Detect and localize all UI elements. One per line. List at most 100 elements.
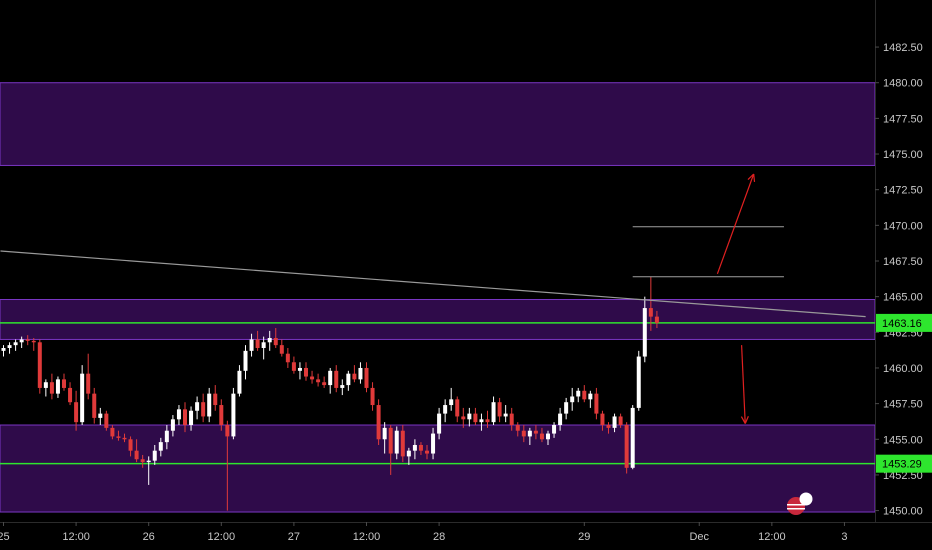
candle-body bbox=[31, 340, 36, 343]
candle-body bbox=[152, 450, 157, 461]
price-label: 1463.16 bbox=[882, 318, 922, 330]
candle bbox=[648, 276, 653, 331]
candle-body bbox=[92, 393, 97, 418]
candle-body bbox=[600, 413, 605, 426]
candle-body bbox=[74, 402, 79, 423]
candle-body bbox=[503, 413, 508, 417]
candle bbox=[364, 362, 369, 393]
candle-body bbox=[189, 410, 194, 426]
candle bbox=[316, 373, 321, 387]
x-axis[interactable]: 25 12:00 26 12:00 27 12:00 28 29 Dec 12:00 3 bbox=[0, 522, 932, 543]
candle-body bbox=[582, 390, 587, 400]
candle-body bbox=[546, 433, 550, 440]
candle-body bbox=[249, 339, 254, 351]
candle bbox=[443, 399, 448, 423]
candle bbox=[237, 365, 242, 397]
candle bbox=[503, 405, 508, 423]
candle-body bbox=[183, 409, 187, 426]
candle bbox=[291, 356, 296, 374]
idea-badge[interactable]: 53 bbox=[787, 492, 813, 516]
candle-body bbox=[334, 370, 339, 388]
candle bbox=[425, 444, 429, 460]
candle-body bbox=[443, 405, 448, 414]
candle-body bbox=[509, 413, 514, 426]
candle-body bbox=[539, 433, 544, 440]
candle-body bbox=[49, 382, 54, 394]
candle bbox=[267, 330, 272, 351]
candle-body bbox=[648, 308, 653, 317]
candle-body bbox=[213, 393, 218, 406]
candle bbox=[86, 353, 91, 400]
candle-body bbox=[370, 387, 375, 406]
candle bbox=[225, 420, 230, 511]
candle bbox=[400, 425, 405, 463]
candle-body bbox=[195, 402, 200, 411]
candle-body bbox=[304, 367, 308, 377]
candle-body bbox=[316, 379, 321, 383]
candle-body bbox=[576, 390, 581, 397]
zone-1 bbox=[0, 299, 876, 340]
candle bbox=[195, 396, 200, 420]
arrow-shaft bbox=[741, 345, 746, 424]
candle bbox=[642, 296, 647, 363]
candle-body bbox=[346, 373, 351, 386]
candle bbox=[509, 407, 514, 431]
candle-body bbox=[630, 407, 635, 468]
candle bbox=[594, 387, 599, 420]
candle-body bbox=[170, 419, 175, 431]
y-tick-label: 1467.50 bbox=[883, 256, 923, 268]
candle-body bbox=[461, 416, 466, 420]
candle bbox=[62, 373, 66, 391]
candle bbox=[485, 410, 490, 428]
candle bbox=[600, 410, 605, 431]
candle-body bbox=[243, 350, 248, 371]
candle-body bbox=[376, 405, 381, 440]
candle-body bbox=[425, 450, 429, 454]
flag-stripe bbox=[787, 504, 805, 506]
candle bbox=[412, 439, 417, 460]
candle-body bbox=[382, 427, 387, 440]
candle-body bbox=[612, 416, 617, 428]
candle bbox=[521, 425, 526, 443]
candle-body bbox=[104, 413, 109, 428]
x-tick-label: 12:00 bbox=[208, 531, 236, 543]
candle bbox=[564, 397, 569, 420]
candle-body bbox=[636, 356, 641, 408]
candle-body bbox=[594, 393, 599, 414]
idea-count: 53 bbox=[802, 495, 811, 504]
y-axis[interactable]: 1450.001452.501455.001457.501460.001462.… bbox=[875, 0, 932, 522]
candle bbox=[473, 407, 478, 426]
candle-body bbox=[19, 339, 24, 343]
x-tick-label: 25 bbox=[0, 531, 10, 543]
candle-body bbox=[25, 339, 30, 341]
candle bbox=[43, 379, 48, 397]
candle bbox=[243, 345, 248, 380]
candle bbox=[388, 425, 393, 475]
y-tick-label: 1455.00 bbox=[883, 434, 923, 446]
candle-body bbox=[297, 367, 302, 371]
x-tick-label: Dec bbox=[689, 531, 709, 543]
candle bbox=[449, 387, 454, 411]
candle bbox=[189, 406, 194, 431]
x-tick-label: 26 bbox=[143, 531, 155, 543]
candle bbox=[37, 339, 42, 394]
candle-body bbox=[158, 442, 163, 451]
candle bbox=[630, 405, 635, 470]
candle bbox=[158, 437, 163, 457]
candle bbox=[552, 422, 557, 438]
x-tick-label: 12:00 bbox=[353, 531, 381, 543]
candle bbox=[213, 385, 218, 411]
candle bbox=[13, 339, 18, 351]
candle-body bbox=[110, 427, 115, 437]
candle bbox=[104, 410, 109, 431]
candle bbox=[207, 387, 212, 423]
candle bbox=[1, 345, 6, 357]
candle-body bbox=[412, 444, 417, 451]
candle-body bbox=[122, 437, 127, 440]
candle bbox=[128, 436, 133, 457]
candle-body bbox=[642, 308, 647, 357]
x-tick-label: 3 bbox=[841, 531, 847, 543]
candle-body bbox=[201, 402, 206, 417]
drawings-layer bbox=[0, 173, 866, 424]
